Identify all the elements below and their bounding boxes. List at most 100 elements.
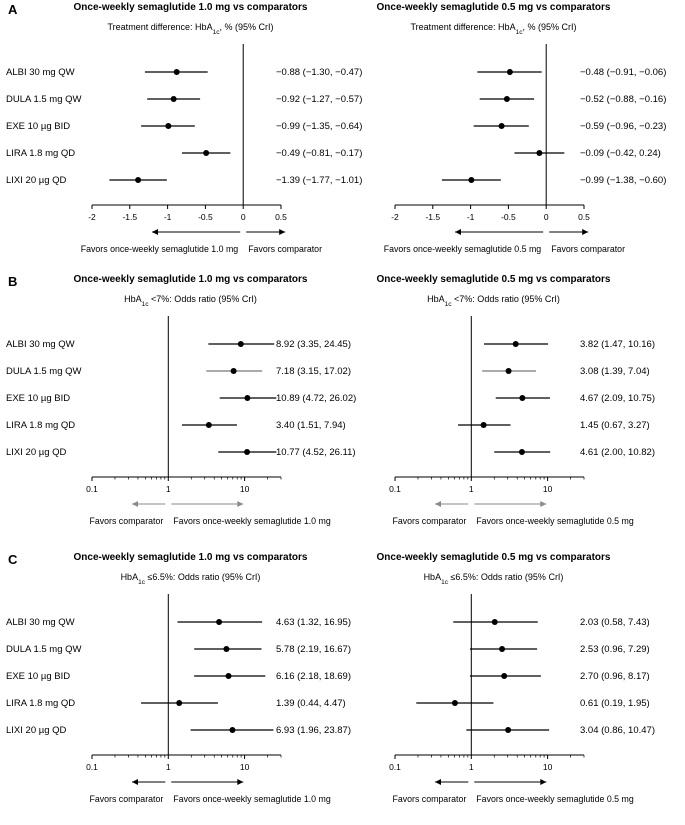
treatment-label: EXE 10 µg BID bbox=[6, 393, 70, 404]
right-arrow-head bbox=[279, 229, 286, 235]
estimate-text: −0.52 (−0.88, −0.16) bbox=[580, 94, 666, 105]
chart-subtitle: Treatment difference: HbA1c, % (95% CrI) bbox=[411, 22, 577, 36]
favors-right-label: Favors once-weekly semaglutide 0.5 mg bbox=[476, 794, 634, 804]
x-tick-label: 0 bbox=[241, 212, 246, 222]
point-estimate bbox=[223, 646, 230, 652]
treatment-label: ALBI 30 mg QW bbox=[6, 67, 75, 78]
estimate-text: 0.61 (0.19, 1.95) bbox=[580, 698, 650, 709]
treatment-label: LIXI 20 µg QD bbox=[6, 175, 67, 186]
left-arrow-head bbox=[132, 779, 138, 785]
estimate-text: 2.53 (0.96, 7.29) bbox=[580, 644, 650, 655]
estimate-text: 10.77 (4.52, 26.11) bbox=[276, 447, 356, 458]
left-arrow-head bbox=[152, 229, 158, 235]
point-estimate bbox=[173, 69, 180, 75]
point-estimate bbox=[216, 619, 223, 625]
treatment-label: LIXI 20 µg QD bbox=[6, 725, 67, 736]
estimate-text: 2.70 (0.96, 8.17) bbox=[580, 671, 650, 682]
point-estimate bbox=[237, 341, 244, 347]
left-arrow-head bbox=[132, 501, 138, 507]
x-tick-label: -1.5 bbox=[122, 212, 137, 222]
chart-title: Once-weekly semaglutide 0.5 mg vs compar… bbox=[377, 2, 611, 13]
point-estimate bbox=[519, 395, 526, 401]
estimate-text: −1.39 (−1.77, −1.01) bbox=[276, 175, 362, 186]
point-estimate bbox=[506, 69, 513, 75]
subtitle-subscript: 1c bbox=[142, 301, 150, 308]
estimate-text: 4.63 (1.32, 16.95) bbox=[276, 617, 351, 628]
x-tick-label: -1.5 bbox=[425, 212, 440, 222]
x-tick-label: -0.5 bbox=[501, 212, 516, 222]
favors-left-label: Favors comparator bbox=[89, 794, 163, 804]
treatment-label: LIXI 20 µg QD bbox=[6, 447, 67, 458]
right-arrow-head bbox=[237, 501, 244, 507]
x-tick-label: 1 bbox=[166, 484, 171, 494]
panel-b: B ALBI 30 mg QW DULA 1.5 mg QW EXE 10 µg BI… bbox=[6, 274, 655, 526]
point-estimate bbox=[135, 177, 142, 183]
treatment-label: LIRA 1.8 mg QD bbox=[6, 148, 75, 159]
subtitle-subscript: 1c bbox=[138, 579, 146, 586]
estimate-text: 8.92 (3.35, 24.45) bbox=[276, 339, 351, 350]
point-estimate bbox=[230, 368, 237, 374]
subtitle-text: , % (95% CrI) bbox=[522, 22, 576, 32]
point-estimate bbox=[176, 700, 183, 706]
x-tick-label: 1 bbox=[469, 484, 474, 494]
point-estimate bbox=[505, 727, 512, 733]
favors-left-label: Favors once-weekly semaglutide 1.0 mg bbox=[81, 244, 239, 254]
x-tick-label: -1 bbox=[164, 212, 172, 222]
treatment-label: DULA 1.5 mg QW bbox=[6, 644, 82, 655]
estimate-text: 6.16 (2.18, 18.69) bbox=[276, 671, 351, 682]
panel-a: A ALBI 30 mg QW DULA 1.5 mg QW EXE 10 µg BI… bbox=[6, 2, 666, 254]
x-tick-label: -0.5 bbox=[198, 212, 213, 222]
left-arrow-head bbox=[455, 229, 461, 235]
subtitle-text: <7%: Odds ratio (95% CrI) bbox=[452, 294, 560, 304]
point-estimate bbox=[499, 646, 506, 652]
forest-chart-c-1: Once-weekly semaglutide 1.0 mg vs compar… bbox=[74, 552, 351, 804]
subtitle-text: ≤6.5%: Odds ratio (95% CrI) bbox=[145, 572, 260, 582]
favors-right-label: Favors comparator bbox=[551, 244, 625, 254]
forest-chart-a-2: Once-weekly semaglutide 0.5 mg vs compar… bbox=[377, 2, 667, 254]
chart-title: Once-weekly semaglutide 1.0 mg vs compar… bbox=[74, 274, 308, 285]
estimate-text: 1.45 (0.67, 3.27) bbox=[580, 420, 650, 431]
treatment-label: LIRA 1.8 mg QD bbox=[6, 698, 75, 709]
right-arrow-head bbox=[582, 229, 589, 235]
estimate-text: −0.09 (−0.42, 0.24) bbox=[580, 148, 661, 159]
subtitle-text: <7%: Odds ratio (95% CrI) bbox=[149, 294, 257, 304]
point-estimate bbox=[501, 673, 508, 679]
x-tick-label: 0.1 bbox=[86, 484, 98, 494]
treatment-label: ALBI 30 mg QW bbox=[6, 617, 75, 628]
chart-subtitle: HbA1c ≤6.5%: Odds ratio (95% CrI) bbox=[121, 572, 261, 586]
treatment-label: EXE 10 µg BID bbox=[6, 121, 70, 132]
estimate-text: 3.08 (1.39, 7.04) bbox=[580, 366, 650, 377]
estimate-text: −0.48 (−0.91, −0.06) bbox=[580, 67, 666, 78]
subtitle-subscript: 1c bbox=[213, 29, 221, 36]
estimate-text: −0.99 (−1.38, −0.60) bbox=[580, 175, 666, 186]
subtitle-subscript: 1c bbox=[516, 29, 524, 36]
subtitle-text: Treatment difference: HbA bbox=[411, 22, 516, 32]
forest-chart-a-1: Once-weekly semaglutide 1.0 mg vs compar… bbox=[74, 2, 363, 254]
point-estimate bbox=[491, 619, 498, 625]
estimate-text: −0.59 (−0.96, −0.23) bbox=[580, 121, 666, 132]
chart-title: Once-weekly semaglutide 1.0 mg vs compar… bbox=[74, 552, 308, 563]
point-estimate bbox=[244, 395, 251, 401]
x-tick-label: 0.1 bbox=[389, 762, 401, 772]
estimate-text: 4.61 (2.00, 10.82) bbox=[580, 447, 655, 458]
forest-chart-b-2: Once-weekly semaglutide 0.5 mg vs compar… bbox=[377, 274, 655, 526]
point-estimate bbox=[498, 123, 505, 129]
estimate-text: −0.88 (−1.30, −0.47) bbox=[276, 67, 362, 78]
estimate-text: 6.93 (1.96, 23.87) bbox=[276, 725, 351, 736]
right-arrow-head bbox=[237, 779, 244, 785]
panel-label: B bbox=[8, 274, 17, 289]
x-tick-label: 10 bbox=[543, 762, 553, 772]
subtitle-text: , % (95% CrI) bbox=[219, 22, 273, 32]
x-tick-label: 0 bbox=[544, 212, 549, 222]
favors-right-label: Favors once-weekly semaglutide 1.0 mg bbox=[173, 794, 331, 804]
left-arrow-head bbox=[435, 501, 441, 507]
estimate-text: −0.99 (−1.35, −0.64) bbox=[276, 121, 362, 132]
x-tick-label: 10 bbox=[543, 484, 553, 494]
estimate-text: 3.40 (1.51, 7.94) bbox=[276, 420, 346, 431]
right-arrow-head bbox=[540, 501, 547, 507]
point-estimate bbox=[518, 449, 525, 455]
point-estimate bbox=[480, 422, 487, 428]
panel-label: C bbox=[8, 552, 18, 567]
x-tick-label: -2 bbox=[88, 212, 96, 222]
